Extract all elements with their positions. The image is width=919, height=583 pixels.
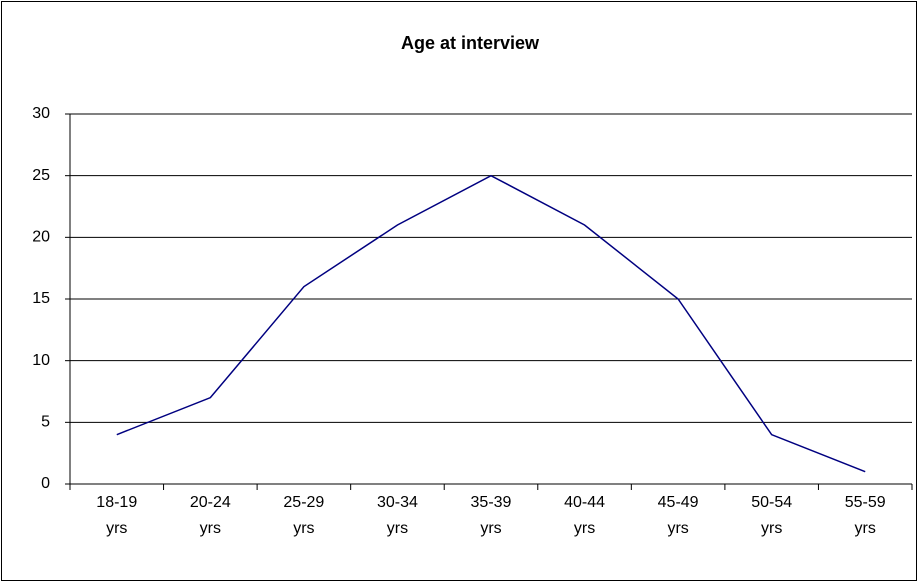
y-tick-label: 15 — [32, 290, 50, 307]
y-tick-label: 20 — [32, 229, 50, 246]
x-tick-label: 30-34 yrs — [376, 494, 418, 537]
x-tick-label: 40-44 yrs — [564, 494, 605, 537]
x-tick-label: 20-24 yrs — [189, 494, 231, 537]
x-tick-label: 45-49 yrs — [657, 494, 699, 537]
x-tick-label: 25-29 yrs — [283, 494, 325, 537]
data-line — [116, 174, 866, 473]
y-tick-label: 30 — [32, 105, 50, 122]
x-tick-label: 50-54 yrs — [751, 494, 793, 537]
x-tick-label: 18-19 yrs — [96, 494, 138, 537]
y-tick-label: 25 — [32, 167, 50, 184]
x-tick-label: 35-39 yrs — [470, 494, 512, 537]
y-tick-label: 5 — [41, 414, 50, 431]
chart-title: Age at interview — [401, 33, 540, 53]
y-tick-label: 10 — [32, 352, 50, 369]
y-tick-label: 0 — [41, 475, 50, 492]
x-tick-label: 55-59 yrs — [844, 494, 886, 537]
